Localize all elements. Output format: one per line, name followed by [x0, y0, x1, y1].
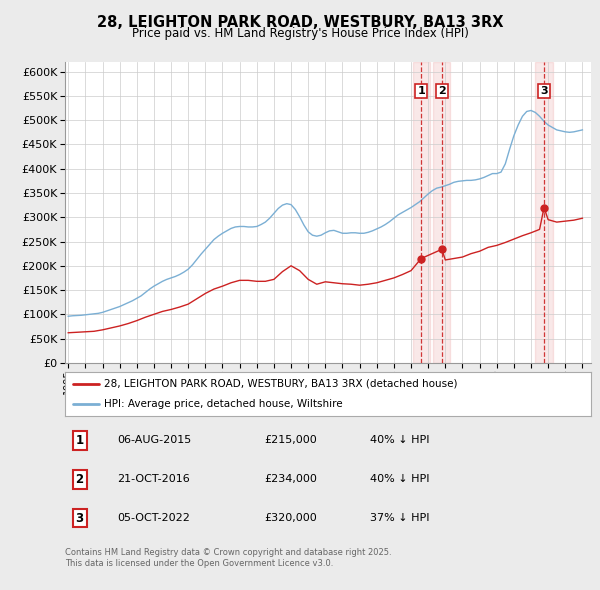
- Text: 3: 3: [540, 86, 548, 96]
- Text: 40% ↓ HPI: 40% ↓ HPI: [370, 474, 430, 484]
- Text: HPI: Average price, detached house, Wiltshire: HPI: Average price, detached house, Wilt…: [104, 399, 343, 409]
- Text: Contains HM Land Registry data © Crown copyright and database right 2025.
This d: Contains HM Land Registry data © Crown c…: [65, 548, 391, 568]
- Text: 3: 3: [76, 512, 83, 525]
- Text: 1: 1: [76, 434, 83, 447]
- Text: 2: 2: [76, 473, 83, 486]
- Text: £215,000: £215,000: [265, 435, 317, 445]
- Text: 1: 1: [417, 86, 425, 96]
- Text: 06-AUG-2015: 06-AUG-2015: [118, 435, 191, 445]
- Text: 21-OCT-2016: 21-OCT-2016: [118, 474, 190, 484]
- Text: Price paid vs. HM Land Registry's House Price Index (HPI): Price paid vs. HM Land Registry's House …: [131, 27, 469, 40]
- Text: £234,000: £234,000: [265, 474, 317, 484]
- Text: 37% ↓ HPI: 37% ↓ HPI: [370, 513, 430, 523]
- Text: 05-OCT-2022: 05-OCT-2022: [118, 513, 190, 523]
- Bar: [535, 62, 553, 363]
- Text: 28, LEIGHTON PARK ROAD, WESTBURY, BA13 3RX: 28, LEIGHTON PARK ROAD, WESTBURY, BA13 3…: [97, 15, 503, 30]
- Text: 40% ↓ HPI: 40% ↓ HPI: [370, 435, 430, 445]
- Text: £320,000: £320,000: [265, 513, 317, 523]
- Bar: [413, 62, 430, 363]
- Bar: [433, 62, 451, 363]
- Text: 28, LEIGHTON PARK ROAD, WESTBURY, BA13 3RX (detached house): 28, LEIGHTON PARK ROAD, WESTBURY, BA13 3…: [104, 379, 458, 389]
- Text: 2: 2: [438, 86, 446, 96]
